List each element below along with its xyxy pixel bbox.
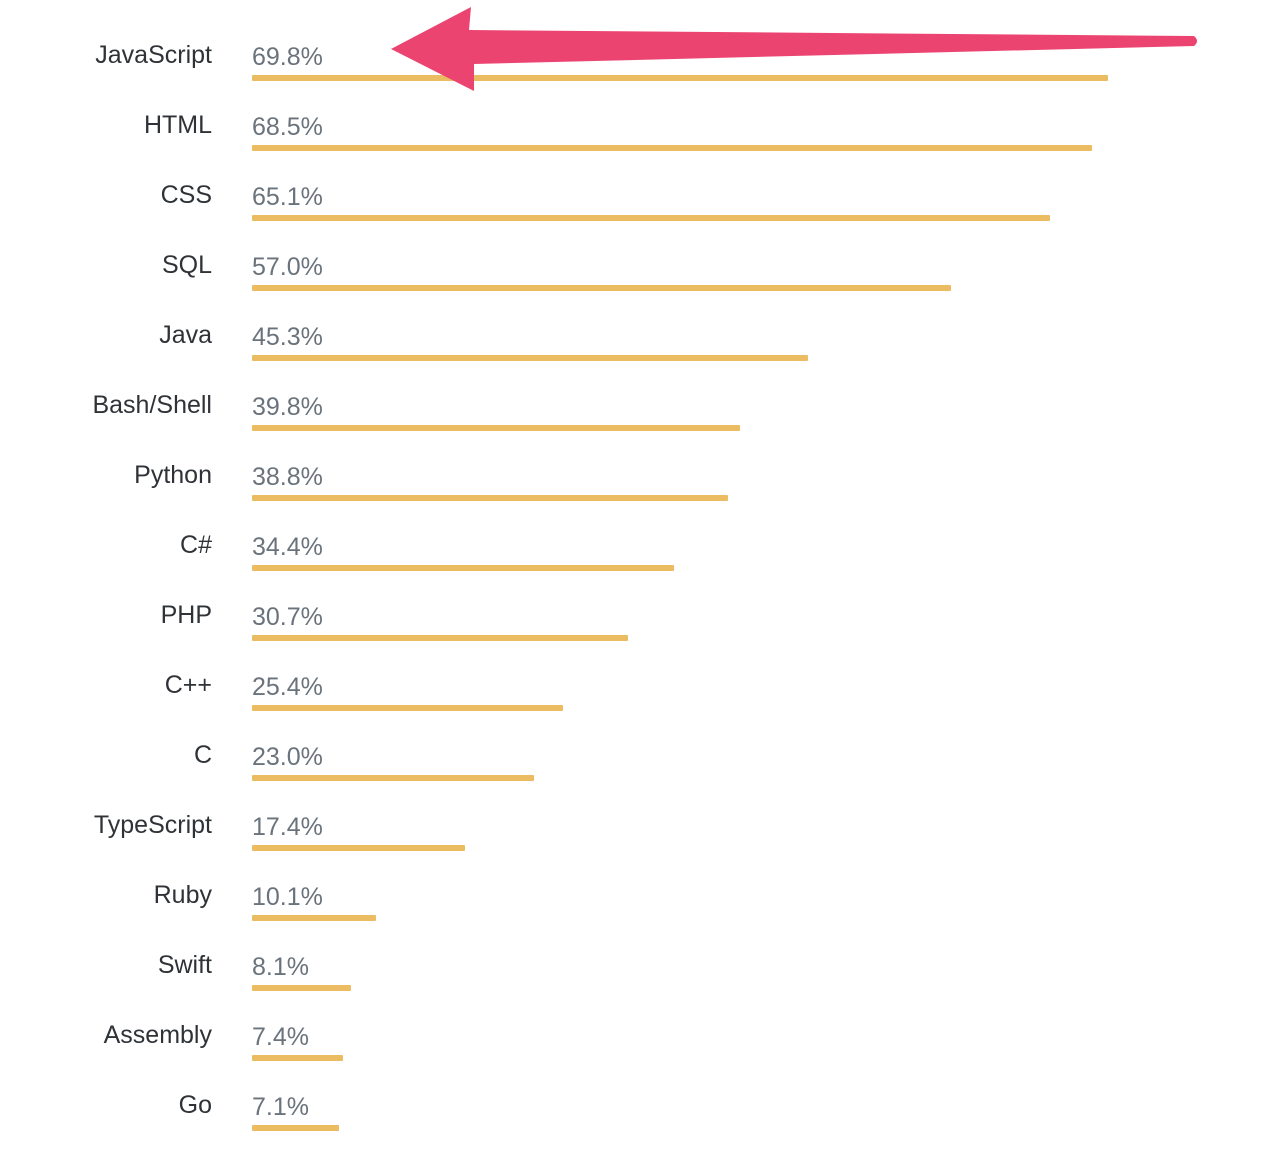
bar xyxy=(252,75,1108,81)
category-label: HTML xyxy=(143,111,212,139)
chart-row: Python 38.8% xyxy=(0,460,1268,530)
category-label: PHP xyxy=(160,601,212,629)
bar xyxy=(252,915,376,921)
bar xyxy=(252,705,563,711)
chart-row: C# 34.4% xyxy=(0,530,1268,600)
chart-row: PHP 30.7% xyxy=(0,600,1268,670)
bar xyxy=(252,425,740,431)
value-label: 45.3% xyxy=(252,323,323,351)
value-label: 57.0% xyxy=(252,253,323,281)
value-label: 34.4% xyxy=(252,533,323,561)
value-label: 25.4% xyxy=(252,673,323,701)
bar xyxy=(252,285,951,291)
bar xyxy=(252,1125,339,1131)
bar xyxy=(252,215,1050,221)
value-label: 7.4% xyxy=(252,1023,309,1051)
bar xyxy=(252,355,808,361)
value-label: 23.0% xyxy=(252,743,323,771)
category-label: C++ xyxy=(164,671,212,699)
value-label: 68.5% xyxy=(252,113,323,141)
value-label: 17.4% xyxy=(252,813,323,841)
bar xyxy=(252,775,534,781)
bar xyxy=(252,145,1092,151)
chart-row: TypeScript 17.4% xyxy=(0,810,1268,880)
bar xyxy=(252,635,628,641)
chart-row: CSS 65.1% xyxy=(0,180,1268,250)
bar xyxy=(252,1055,343,1061)
chart-row: Go 7.1% xyxy=(0,1090,1268,1160)
chart-row: Swift 8.1% xyxy=(0,950,1268,1020)
value-label: 39.8% xyxy=(252,393,323,421)
chart-row: JavaScript 69.8% xyxy=(0,40,1268,110)
category-label: Python xyxy=(134,461,212,489)
category-label: Java xyxy=(159,321,212,349)
value-label: 10.1% xyxy=(252,883,323,911)
chart-row: Ruby 10.1% xyxy=(0,880,1268,950)
category-label: JavaScript xyxy=(95,41,212,69)
bar xyxy=(252,565,674,571)
category-label: SQL xyxy=(161,251,212,279)
chart-row: Java 45.3% xyxy=(0,320,1268,390)
chart-row: C++ 25.4% xyxy=(0,670,1268,740)
category-label: Ruby xyxy=(153,881,212,909)
bar xyxy=(252,495,728,501)
bar xyxy=(252,985,351,991)
category-label: TypeScript xyxy=(93,811,212,839)
category-label: C xyxy=(193,741,212,769)
value-label: 38.8% xyxy=(252,463,323,491)
category-label: CSS xyxy=(160,181,212,209)
category-label: Go xyxy=(178,1091,212,1119)
bar xyxy=(252,845,465,851)
chart-row: HTML 68.5% xyxy=(0,110,1268,180)
category-label: C# xyxy=(180,531,212,559)
chart-row: SQL 57.0% xyxy=(0,250,1268,320)
value-label: 8.1% xyxy=(252,953,309,981)
category-label: Assembly xyxy=(103,1021,212,1049)
chart-row: Bash/Shell 39.8% xyxy=(0,390,1268,460)
value-label: 30.7% xyxy=(252,603,323,631)
category-label: Swift xyxy=(157,951,212,979)
chart-row: C 23.0% xyxy=(0,740,1268,810)
value-label: 69.8% xyxy=(252,43,323,71)
value-label: 65.1% xyxy=(252,183,323,211)
chart-row: Assembly 7.4% xyxy=(0,1020,1268,1090)
category-label: Bash/Shell xyxy=(92,391,212,419)
value-label: 7.1% xyxy=(252,1093,309,1121)
